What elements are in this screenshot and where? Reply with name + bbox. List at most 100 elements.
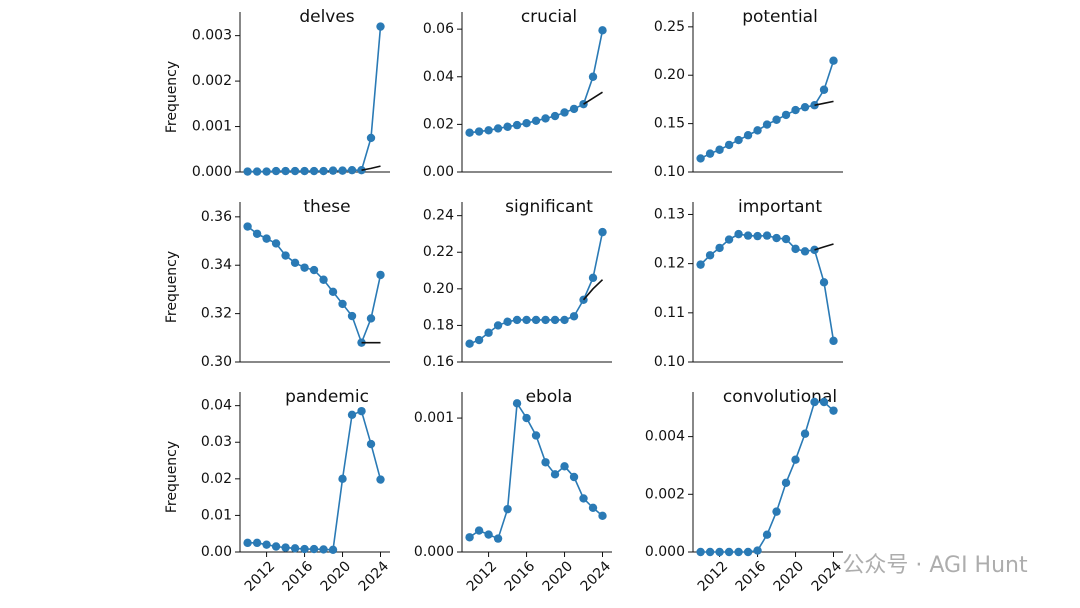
y-tick-label: 0.18 xyxy=(423,317,454,333)
data-point xyxy=(243,538,252,548)
data-point xyxy=(569,104,579,114)
data-point xyxy=(328,166,338,175)
data-point xyxy=(376,22,385,31)
panel-title: important xyxy=(738,197,822,217)
data-point xyxy=(569,472,579,482)
y-tick-label: 0.10 xyxy=(654,354,685,370)
y-tick-label: 0.24 xyxy=(423,208,454,224)
data-point xyxy=(541,315,550,325)
data-point xyxy=(338,299,347,309)
data-point xyxy=(753,231,762,241)
data-point xyxy=(705,149,715,158)
data-point xyxy=(262,540,271,549)
y-tick-label: 0.30 xyxy=(201,354,232,370)
series-line xyxy=(247,225,382,345)
y-tick-label: 0.34 xyxy=(201,257,232,273)
data-point xyxy=(290,544,300,553)
data-point xyxy=(512,399,522,408)
y-tick-label: 0.001 xyxy=(414,410,454,426)
data-point xyxy=(569,312,579,321)
x-tick-label: 2024 xyxy=(356,558,393,595)
x-tick-label: 2016 xyxy=(280,558,317,595)
data-point xyxy=(243,222,252,231)
y-tick-label: 0.16 xyxy=(423,354,454,370)
series-line xyxy=(700,401,835,553)
data-point xyxy=(376,270,385,280)
y-tick-label: 0.00 xyxy=(201,544,232,560)
x-tick-label: 2020 xyxy=(540,558,577,595)
data-point xyxy=(465,128,474,137)
data-point xyxy=(493,321,503,330)
data-point xyxy=(531,431,541,440)
y-tick-label: 0.12 xyxy=(654,256,685,272)
data-point xyxy=(762,120,772,129)
y-tick-label: 0.13 xyxy=(654,206,685,222)
y-tick-label: 0.25 xyxy=(654,19,685,35)
y-tick-label: 0.00 xyxy=(423,164,454,180)
data-point xyxy=(328,545,338,555)
data-point xyxy=(550,315,560,325)
x-tick-label: 2024 xyxy=(809,558,846,595)
data-point xyxy=(366,133,376,143)
data-point xyxy=(512,315,522,325)
data-point xyxy=(791,455,800,464)
y-tick-label: 0.36 xyxy=(201,209,232,225)
data-point xyxy=(715,145,724,154)
y-tick-label: 0.001 xyxy=(192,119,232,135)
x-tick-label: 2016 xyxy=(502,558,539,595)
data-point xyxy=(271,542,281,551)
y-tick-label: 0.11 xyxy=(654,305,685,321)
y-tick-label: 0.01 xyxy=(201,507,232,523)
data-point xyxy=(300,544,309,554)
y-tick-label: 0.20 xyxy=(423,281,454,297)
panel-title: crucial xyxy=(521,7,577,27)
data-point xyxy=(550,470,560,479)
data-point xyxy=(734,547,743,557)
x-tick-label: 2020 xyxy=(318,558,355,595)
data-point xyxy=(819,85,829,94)
projection-line xyxy=(583,91,603,105)
data-point xyxy=(512,120,522,130)
data-point xyxy=(819,397,829,407)
data-point xyxy=(772,115,781,124)
data-point xyxy=(522,315,531,325)
data-point xyxy=(503,317,512,326)
data-point xyxy=(484,530,493,539)
data-point xyxy=(762,530,772,539)
data-point xyxy=(781,110,791,120)
data-point xyxy=(541,114,550,123)
data-point xyxy=(762,231,772,240)
data-point xyxy=(588,273,598,283)
data-point xyxy=(290,258,300,268)
watermark: 公众号 · AGI Hunt xyxy=(842,553,1028,578)
data-point xyxy=(724,235,734,244)
data-point xyxy=(598,227,607,237)
y-tick-label: 0.22 xyxy=(423,244,454,260)
projection-line xyxy=(361,165,381,171)
data-point xyxy=(560,108,569,117)
y-tick-label: 0.06 xyxy=(423,21,454,37)
y-tick-label: 0.32 xyxy=(201,306,232,322)
projection-line xyxy=(814,100,834,107)
panel-title: convolutional xyxy=(723,387,837,407)
data-point xyxy=(252,167,262,176)
data-point xyxy=(484,126,493,135)
data-point xyxy=(598,26,607,35)
x-tick-label: 2012 xyxy=(464,558,501,595)
data-point xyxy=(309,265,319,275)
data-point xyxy=(696,547,705,557)
data-point xyxy=(705,547,715,557)
data-point xyxy=(243,167,252,176)
data-point xyxy=(541,458,550,467)
data-point xyxy=(724,547,734,557)
data-point xyxy=(347,410,357,420)
data-point xyxy=(579,494,588,503)
data-point xyxy=(366,314,376,323)
x-tick-label: 2012 xyxy=(242,558,279,595)
data-point xyxy=(465,339,474,348)
data-point xyxy=(800,429,810,438)
series-line xyxy=(469,231,604,345)
y-tick-label: 0.04 xyxy=(423,69,454,85)
panel-title: significant xyxy=(505,197,593,217)
data-point xyxy=(474,127,484,136)
